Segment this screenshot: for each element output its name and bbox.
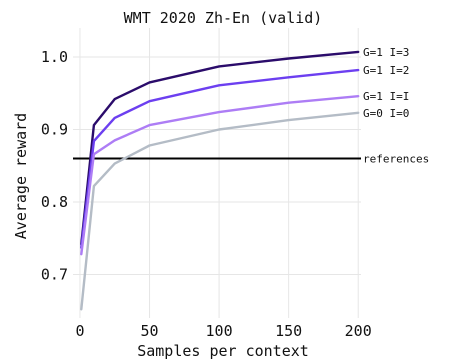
grid xyxy=(73,28,361,318)
x-tick-label: 200 xyxy=(345,322,372,340)
series-line xyxy=(80,50,360,246)
references-label: references xyxy=(363,153,429,166)
x-tick-label: 150 xyxy=(275,322,302,340)
series-layer xyxy=(80,50,360,311)
x-tick-label: 0 xyxy=(75,322,84,340)
series-label: G=1 I=3 xyxy=(363,46,409,59)
series-label: G=1 I=I xyxy=(363,90,409,103)
label-layer: references G=1 I=3 G=1 I=2 G=1 I=I G=0 I=0 xyxy=(363,46,429,166)
y-tick-label: 0.8 xyxy=(41,193,68,211)
series-line xyxy=(80,68,360,249)
x-tick-label: 100 xyxy=(206,322,233,340)
y-tick-label: 1.0 xyxy=(41,48,68,66)
y-tick-label: 0.9 xyxy=(41,121,68,139)
chart-title: WMT 2020 Zh-En (valid) xyxy=(124,9,323,27)
tick-labels: 0 50 100 150 200 0.7 0.8 0.9 1.0 xyxy=(41,48,372,340)
x-tick-label: 50 xyxy=(140,322,158,340)
series-line xyxy=(80,94,360,256)
series-line xyxy=(80,111,360,311)
series-label: G=0 I=0 xyxy=(363,107,409,120)
series-label: G=1 I=2 xyxy=(363,64,409,77)
y-axis-label: Average reward xyxy=(12,113,30,239)
x-axis-label: Samples per context xyxy=(137,342,309,359)
y-tick-label: 0.7 xyxy=(41,266,68,284)
